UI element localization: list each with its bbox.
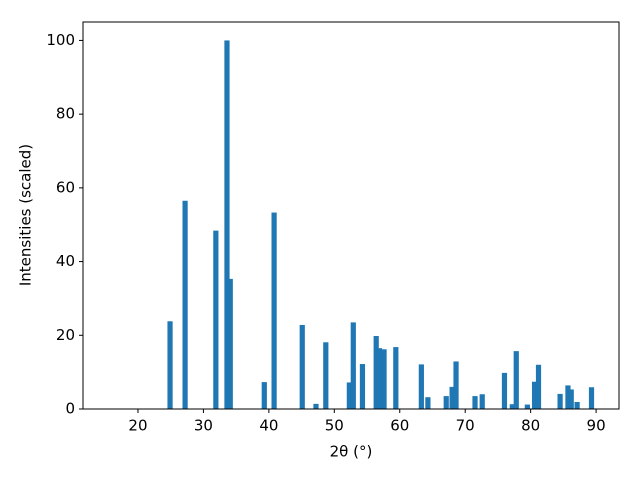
bar <box>271 212 277 409</box>
y-axis-label: Intensities (scaled) <box>17 144 35 286</box>
bar <box>557 393 563 409</box>
x-tick-label: 40 <box>259 417 278 435</box>
bar <box>501 372 508 409</box>
bar <box>381 349 387 409</box>
bar <box>449 386 455 409</box>
bar <box>373 336 379 409</box>
bar <box>472 396 478 409</box>
bar <box>443 396 449 409</box>
y-tick-label: 40 <box>56 252 75 270</box>
bar <box>535 364 542 409</box>
x-tick-label: 70 <box>456 417 475 435</box>
bar <box>313 403 319 409</box>
x-tick-label: 90 <box>587 417 606 435</box>
bar <box>213 230 219 409</box>
y-tick-label: 100 <box>46 31 75 49</box>
plot-frame <box>82 21 620 410</box>
bar <box>393 347 399 409</box>
bar <box>513 351 519 409</box>
y-tick-label: 80 <box>56 105 75 123</box>
bar <box>376 348 383 409</box>
bar <box>418 364 424 409</box>
bar <box>574 401 580 409</box>
bar <box>227 278 233 409</box>
x-tick-label: 80 <box>521 417 540 435</box>
bar <box>224 40 230 410</box>
y-tick-label: 0 <box>65 400 75 418</box>
bar <box>350 322 356 409</box>
x-tick-label: 50 <box>325 417 344 435</box>
bar <box>359 364 366 409</box>
y-tick-label: 60 <box>56 178 75 196</box>
bar <box>565 385 571 409</box>
x-tick-label: 60 <box>390 417 409 435</box>
x-axis-label: 2θ (°) <box>330 443 373 461</box>
bar <box>346 382 352 409</box>
bar <box>479 394 485 409</box>
bar <box>299 324 305 409</box>
bar <box>261 382 267 409</box>
bar <box>588 387 595 409</box>
bar <box>509 404 515 409</box>
x-tick-label: 20 <box>128 417 147 435</box>
y-tick-label: 20 <box>56 326 75 344</box>
bar <box>453 361 459 409</box>
bar <box>531 381 538 409</box>
bar <box>167 321 173 409</box>
bar <box>323 342 329 409</box>
bar <box>524 404 530 409</box>
bar <box>425 397 431 409</box>
bar <box>182 200 188 409</box>
bar <box>568 389 574 409</box>
x-tick-label: 30 <box>194 417 213 435</box>
